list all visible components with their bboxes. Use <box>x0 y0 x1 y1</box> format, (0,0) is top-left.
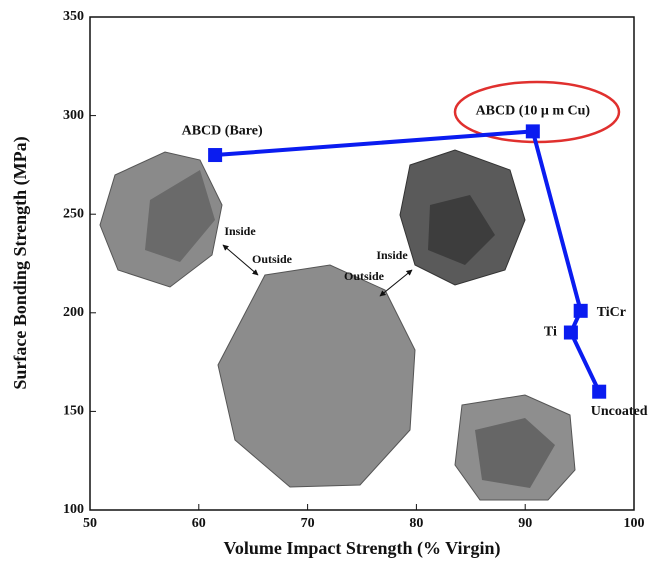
y-tick-label: 250 <box>63 206 84 221</box>
x-axis-title: Volume Impact Strength (% Virgin) <box>223 538 500 559</box>
x-tick-label: 90 <box>518 516 532 531</box>
x-tick-label: 80 <box>409 516 423 531</box>
point <box>526 124 540 138</box>
point-label: ABCD (10 μ m Cu) <box>476 104 591 119</box>
y-axis-title: Surface Bonding Strength (MPa) <box>10 136 31 389</box>
y-tick-label: 350 <box>63 9 84 24</box>
y-tick-label: 300 <box>63 108 84 123</box>
point <box>208 148 222 162</box>
x-tick-label: 100 <box>624 516 645 531</box>
annotation: Inside <box>224 224 256 238</box>
point <box>564 326 578 340</box>
annotation: Inside <box>376 248 408 262</box>
point-label: ABCD (Bare) <box>182 123 263 138</box>
y-tick-label: 150 <box>63 404 84 419</box>
point-label: Ti <box>544 325 557 340</box>
crystal-images <box>100 150 575 500</box>
point <box>592 385 606 399</box>
point <box>574 304 588 318</box>
point-label: Uncoated <box>591 404 648 419</box>
x-tick-label: 70 <box>301 516 315 531</box>
x-tick-label: 50 <box>83 516 97 531</box>
point-label: TiCr <box>597 305 626 320</box>
annotation: Outside <box>252 252 293 266</box>
y-tick-label: 200 <box>63 305 84 320</box>
annotation: Outside <box>344 269 385 283</box>
chart: Volume Impact Strength (% Virgin) Surfac… <box>0 0 665 564</box>
y-tick-label: 100 <box>63 502 84 517</box>
x-tick-label: 60 <box>192 516 206 531</box>
arrow <box>380 270 412 296</box>
